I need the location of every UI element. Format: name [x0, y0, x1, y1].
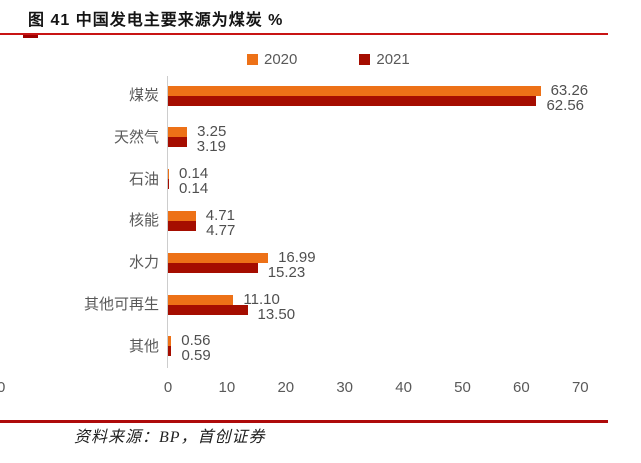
value-label-2021: 0.14 — [179, 180, 209, 198]
bar-2020 — [168, 85, 541, 96]
bar-2021 — [168, 220, 197, 231]
value-label-2020: 16.99 — [278, 248, 316, 266]
x-tick-label: 10 — [218, 379, 236, 396]
x-tick-label: 20 — [277, 379, 295, 396]
bar-2021 — [168, 137, 187, 148]
bar-2020 — [168, 127, 188, 138]
value-label-2020: 3.25 — [197, 123, 227, 141]
legend-swatch-2021 — [359, 54, 371, 65]
bar-2020 — [168, 169, 169, 180]
bar-2021 — [168, 179, 169, 190]
footer-rule — [0, 420, 608, 423]
x-tick-label: 60 — [513, 379, 530, 396]
value-label-2020: 0.56 — [181, 332, 211, 350]
bar-2021 — [168, 304, 248, 315]
bar-2021 — [168, 95, 537, 106]
legend-label-2020: 2020 — [264, 51, 298, 68]
legend-swatch-2020 — [247, 54, 258, 65]
x-tick-label: 70 — [571, 379, 589, 396]
category-label: 天然气 — [113, 128, 159, 146]
legend-item-2021: 2021 — [359, 51, 410, 68]
adjacent-chart-tick-label: 0 — [0, 379, 6, 396]
value-label-2020: 63.26 — [550, 81, 589, 99]
value-label-2021: 13.50 — [257, 305, 296, 323]
category-label: 水力 — [128, 254, 159, 272]
value-label-2021: 0.59 — [181, 347, 211, 365]
legend-item-2020: 2020 — [247, 52, 297, 67]
value-label-2021: 62.56 — [546, 96, 585, 114]
value-label-2020: 0.14 — [179, 165, 209, 183]
bar-2020 — [168, 336, 172, 347]
value-label-2020: 11.10 — [243, 290, 280, 308]
bar-2020 — [168, 294, 234, 305]
figure-title: 图 41 中国发电主要来源为煤炭 % — [28, 12, 284, 29]
source-note: 资料来源：BP，首创证券 — [74, 429, 266, 446]
legend: 2020 2021 — [247, 52, 410, 67]
value-label-2021: 3.19 — [196, 138, 226, 156]
x-tick-label: 30 — [336, 379, 354, 396]
x-tick-label: 40 — [395, 379, 412, 396]
category-axis-line — [167, 76, 168, 368]
legend-label-2021: 2021 — [376, 51, 410, 68]
value-label-2020: 4.71 — [205, 206, 235, 224]
category-label: 煤炭 — [128, 87, 159, 104]
title-rule-accent — [23, 35, 38, 38]
category-label: 石油 — [128, 170, 159, 188]
category-label: 其他 — [128, 337, 159, 355]
value-label-2021: 4.77 — [206, 221, 236, 239]
bar-2021 — [168, 346, 172, 357]
bar-2020 — [168, 252, 269, 263]
title-rule — [0, 33, 608, 35]
bar-2021 — [168, 262, 258, 273]
x-tick-label: 50 — [454, 379, 471, 396]
category-label: 其他可再生 — [83, 296, 159, 313]
category-label: 核能 — [128, 212, 159, 230]
bar-2020 — [168, 210, 196, 221]
value-label-2021: 15.23 — [267, 263, 306, 281]
x-tick-label: 0 — [163, 379, 173, 396]
